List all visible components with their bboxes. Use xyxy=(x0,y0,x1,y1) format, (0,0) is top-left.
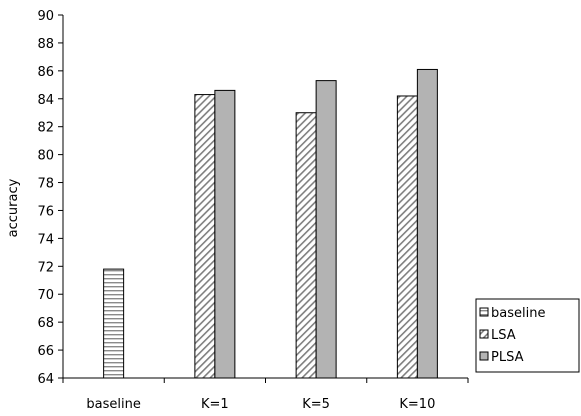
y-tick-label: 70 xyxy=(37,288,54,303)
x-tick-label: K=1 xyxy=(201,397,229,412)
y-tick-label: 78 xyxy=(37,177,54,192)
legend: baseline LSA PLSA xyxy=(475,298,580,373)
x-tick-label: K=10 xyxy=(399,397,435,412)
legend-label-plsa: PLSA xyxy=(491,350,524,365)
bar-group xyxy=(103,68,438,379)
y-axis-ticks: 64 66 68 70 72 74 76 78 80 82 84 86 88 90 xyxy=(37,9,63,387)
legend-label-lsa: LSA xyxy=(491,328,516,343)
bar-baseline-baseline xyxy=(103,268,125,379)
y-tick-label: 74 xyxy=(37,232,54,247)
x-axis-labels: baseline K=1 K=5 K=10 xyxy=(86,397,435,412)
y-tick-label: 76 xyxy=(37,204,54,219)
x-tick-label: K=5 xyxy=(302,397,330,412)
x-tick-label: baseline xyxy=(86,397,140,412)
y-tick-label: 88 xyxy=(37,37,54,52)
y-tick-label: 86 xyxy=(37,65,54,80)
bar-lsa-k-10 xyxy=(396,95,418,379)
y-axis-label: accuracy xyxy=(6,178,21,237)
legend-box xyxy=(475,298,580,373)
legend-swatch-baseline xyxy=(479,307,489,317)
bar-plsa-k-1 xyxy=(214,89,236,379)
y-tick-label: 80 xyxy=(37,149,54,164)
legend-swatch-lsa xyxy=(479,329,489,339)
y-tick-label: 90 xyxy=(37,9,54,24)
y-tick-label: 82 xyxy=(37,121,54,136)
y-tick-label: 68 xyxy=(37,316,54,331)
legend-label-baseline: baseline xyxy=(491,306,545,321)
axes xyxy=(62,15,469,383)
y-tick-label: 84 xyxy=(37,93,54,108)
bar-lsa-k-1 xyxy=(194,94,216,379)
legend-swatch-plsa xyxy=(479,351,489,361)
y-tick-label: 64 xyxy=(37,372,54,387)
bar-plsa-k-5 xyxy=(315,80,337,379)
bar-lsa-k-5 xyxy=(295,112,317,379)
bar-plsa-k-10 xyxy=(416,68,438,379)
y-tick-label: 66 xyxy=(37,344,54,359)
y-tick-label: 72 xyxy=(37,260,54,275)
